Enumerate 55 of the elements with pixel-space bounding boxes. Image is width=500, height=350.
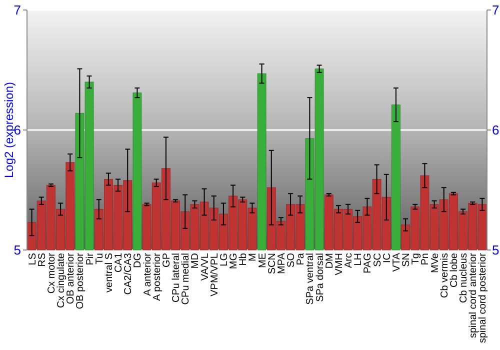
x-tick-label: Pn xyxy=(420,253,432,266)
x-tick-label: MD xyxy=(190,253,202,269)
x-tick-label: CA2/CA3 xyxy=(123,252,134,295)
y2-tick-label: 6 xyxy=(492,122,500,138)
x-tick-label: M xyxy=(248,253,259,262)
x-tick-label: GP xyxy=(161,252,172,268)
x-tick-label: VPM/VPL xyxy=(209,252,220,296)
x-tick-label: CA1 xyxy=(114,252,125,272)
x-tick-label: PAG xyxy=(362,252,374,274)
x-tick-label: SC xyxy=(372,253,384,267)
x-tick-label: Cx cingulate xyxy=(56,252,68,308)
x-tick-label: ME xyxy=(257,252,268,268)
x-tick-label: Arc xyxy=(344,253,355,268)
x-tick-label: SCN xyxy=(266,253,278,274)
x-tick-label: VMH xyxy=(334,253,345,276)
x-tick-label: IC xyxy=(382,253,393,263)
x-tick-label: LG xyxy=(218,252,230,266)
x-tick-label: DG xyxy=(132,252,144,268)
x-tick-label: VA/VL xyxy=(200,252,211,281)
x-tick-label: OB posterior xyxy=(75,252,86,310)
x-tick-label: OB anterior xyxy=(66,252,77,304)
x-tick-label: SO xyxy=(286,252,298,268)
x-tick-label: spinal cord posterior xyxy=(478,252,489,344)
x-tick-label: Cb nucleus xyxy=(458,253,470,304)
x-tick-label: MVe xyxy=(430,252,441,274)
x-tick-label: RS xyxy=(36,252,48,267)
y-tick-label: 6 xyxy=(14,122,21,138)
x-tick-label: ventral S xyxy=(104,252,115,292)
y-tick-label: 5 xyxy=(14,242,21,258)
x-tick-label: Tu xyxy=(94,253,106,264)
x-tick-label: Cb lobe xyxy=(448,252,460,288)
x-tick-label: SPa dorsal xyxy=(314,253,326,302)
x-tick-label: spinal cord anterior xyxy=(468,252,480,338)
x-tick-label: SN xyxy=(401,253,412,267)
x-tick-label: A posterior xyxy=(152,252,163,301)
x-tick-label: Hb xyxy=(238,252,250,266)
x-tick-label: VTA xyxy=(391,252,402,272)
y-axis-title: Log2 (expression) xyxy=(2,82,16,178)
x-tick-label: LH xyxy=(353,253,364,266)
x-tick-label: Pa xyxy=(296,252,307,266)
x-tick-label: Tg xyxy=(410,253,422,265)
x-tick-label: DM xyxy=(324,253,336,269)
x-tick-label: LS xyxy=(27,252,38,266)
x-tick-label: Pir xyxy=(84,252,96,266)
x-tick-label: Cx motor xyxy=(46,252,58,294)
x-tick-label: MG xyxy=(228,252,240,270)
x-tick-label: A anterior xyxy=(142,252,154,296)
y2-tick-label: 7 xyxy=(492,2,500,18)
x-tick-label: SPa ventral xyxy=(305,253,316,305)
x-tick-label: Cb vermis xyxy=(439,253,450,298)
y-tick-label: 7 xyxy=(14,2,21,18)
x-tick-label: MPA xyxy=(276,252,288,274)
y2-tick-label: 5 xyxy=(492,242,500,258)
x-tick-label: CPu lateral xyxy=(171,253,182,302)
x-tick-label: CPu medial xyxy=(180,253,192,305)
